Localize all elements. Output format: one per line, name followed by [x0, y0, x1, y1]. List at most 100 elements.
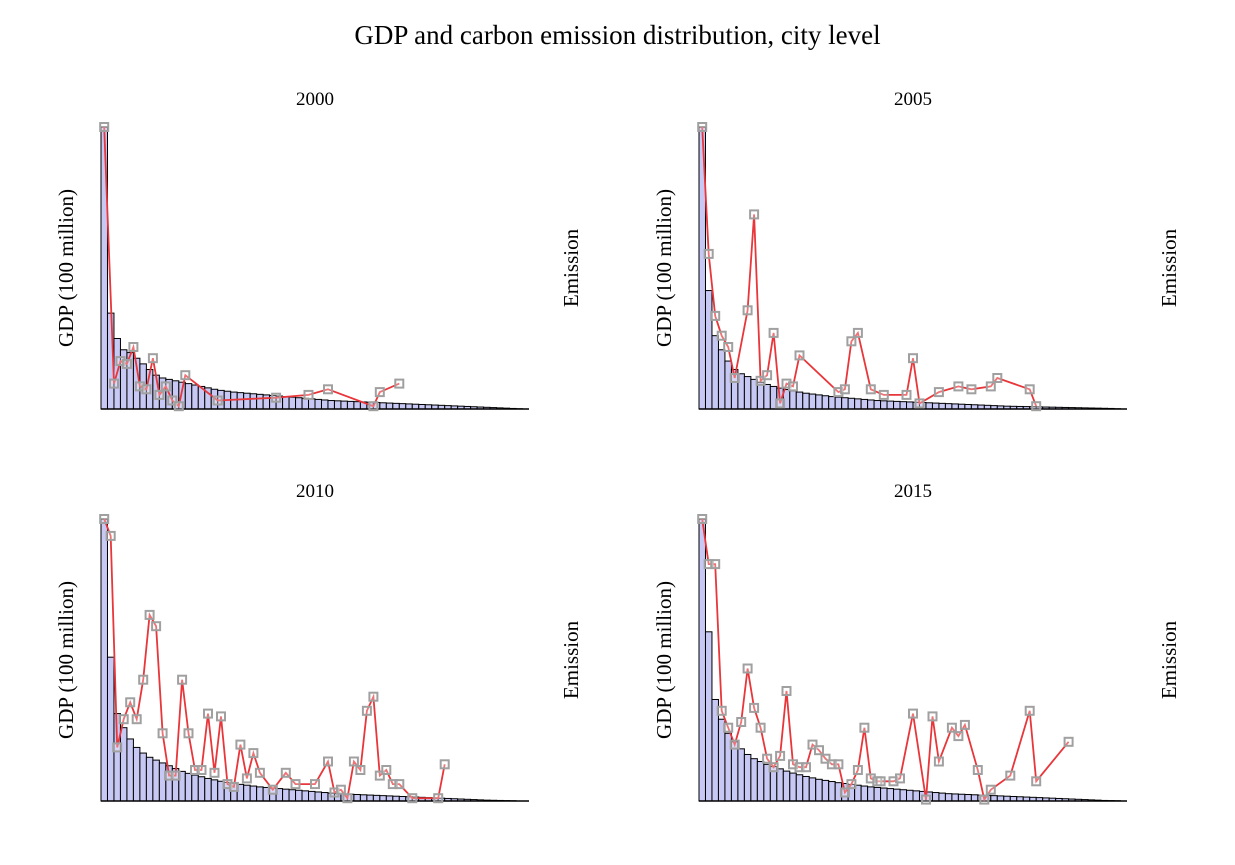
emission-marker	[992, 373, 1003, 383]
gdp-bar	[938, 792, 946, 802]
panel-2010: 2010 GDP (100 million) Emission	[54, 481, 583, 804]
gdp-bar	[366, 794, 374, 802]
gdp-bar	[106, 656, 115, 802]
emission-marker	[775, 750, 786, 761]
gdp-bar	[249, 393, 258, 410]
y-axis-label: GDP (100 million)	[652, 189, 676, 347]
gdp-bar	[873, 400, 882, 410]
gdp-bar	[860, 398, 869, 410]
gdp-bar	[288, 789, 297, 802]
emission-marker	[109, 378, 119, 389]
emission-marker	[394, 779, 405, 790]
gdp-bar	[893, 400, 901, 410]
y2-axis-label: Emission	[559, 228, 583, 307]
emission-marker	[1063, 736, 1074, 747]
gdp-bar	[158, 762, 167, 802]
emission-marker	[99, 514, 110, 524]
gdp-bar	[704, 290, 713, 410]
emission-marker	[979, 794, 990, 805]
emission-marker	[859, 722, 870, 733]
gdp-bar	[704, 631, 713, 802]
gdp-bar	[808, 393, 817, 410]
emission-marker	[1024, 384, 1035, 395]
gdp-bar	[184, 383, 193, 410]
emission-marker	[865, 773, 876, 784]
y2-axis-label: Emission	[1157, 620, 1181, 699]
emission-marker	[807, 739, 818, 750]
emission-marker	[933, 387, 944, 398]
emission-marker	[439, 759, 450, 770]
gdp-bar	[867, 399, 875, 410]
gdp-bar	[353, 401, 361, 410]
emission-marker	[134, 381, 145, 392]
emission-marker	[248, 748, 259, 759]
gdp-bar	[750, 758, 758, 802]
emission-marker	[749, 209, 760, 220]
emission-marker	[160, 381, 171, 392]
emission-marker	[131, 714, 142, 725]
gdp-bar	[210, 779, 219, 802]
emission-marker	[173, 401, 184, 412]
gdp-bar	[964, 794, 972, 802]
gdp-bar	[379, 402, 387, 410]
gdp-bar	[789, 390, 797, 410]
emission-marker	[115, 356, 126, 367]
gdp-bar	[815, 394, 823, 410]
emission-marker	[335, 784, 346, 795]
panel-2005: 2005 GDP (100 million) Emission	[652, 89, 1181, 412]
emission-marker	[865, 384, 876, 395]
emission-marker	[953, 731, 964, 742]
emission-marker	[781, 378, 792, 389]
gdp-bar	[730, 741, 739, 802]
emission-marker	[222, 779, 233, 790]
gdp-bar	[314, 398, 322, 410]
emission-marker	[241, 773, 252, 784]
emission-marker	[1031, 776, 1042, 787]
emission-marker	[839, 384, 850, 395]
gdp-bar	[906, 401, 914, 410]
emission-marker	[985, 784, 996, 795]
gdp-bar	[880, 400, 888, 410]
gdp-bar	[405, 403, 413, 410]
gdp-bar	[385, 402, 394, 410]
gdp-bar	[385, 795, 394, 802]
emission-marker	[147, 353, 158, 364]
emission-marker	[768, 762, 779, 773]
emission-marker	[167, 395, 178, 406]
emission-marker	[180, 370, 191, 381]
gdp-bar	[243, 784, 251, 802]
emission-marker	[927, 711, 938, 722]
gdp-bar	[899, 789, 908, 802]
gdp-bar	[944, 793, 953, 802]
emission-marker	[323, 756, 333, 767]
gdp-bar	[249, 785, 258, 802]
emission-marker	[781, 686, 792, 696]
gdp-bar	[743, 753, 752, 802]
y-axis-label: GDP (100 million)	[54, 581, 78, 739]
emission-marker	[742, 663, 753, 674]
emission-marker	[154, 389, 165, 400]
gdp-bar	[398, 403, 407, 410]
gdp-bar	[880, 787, 888, 802]
gdp-bar	[860, 785, 869, 802]
emission-marker	[775, 398, 786, 409]
emission-marker	[846, 336, 857, 347]
gdp-bar	[776, 768, 784, 802]
emission-marker	[387, 779, 398, 790]
emission-marker	[144, 609, 155, 620]
gdp-bar	[308, 398, 316, 410]
gdp-bar	[893, 788, 901, 802]
emission-marker	[329, 787, 340, 798]
emission-marker	[348, 756, 359, 767]
gdp-bar	[392, 402, 400, 410]
emission-marker	[1031, 401, 1042, 412]
gdp-bar	[789, 772, 797, 802]
gdp-bar	[795, 391, 804, 410]
gdp-bar	[886, 788, 895, 802]
gdp-bar	[873, 786, 882, 802]
gdp-bar	[763, 383, 771, 410]
gdp-bar	[256, 393, 264, 410]
gdp-bar	[951, 403, 959, 410]
emission-marker	[914, 398, 925, 409]
